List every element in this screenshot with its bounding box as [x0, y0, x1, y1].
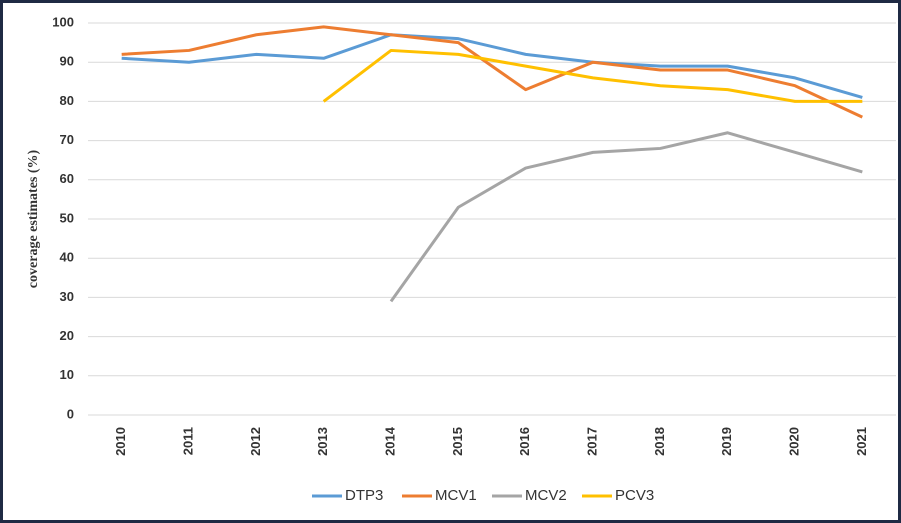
line-series — [121, 25, 863, 119]
y-tick-label: 10 — [60, 367, 74, 382]
y-tick-label: 40 — [60, 250, 74, 265]
legend-label: DTP3 — [345, 487, 383, 504]
line-series — [121, 33, 863, 99]
x-tick-label: 2014 — [382, 426, 397, 456]
legend-label: MCV1 — [435, 487, 477, 504]
x-tick-label: 2012 — [248, 427, 263, 456]
y-tick-label: 100 — [52, 14, 74, 29]
y-tick-label: 0 — [67, 406, 74, 421]
x-tick-label: 2018 — [652, 427, 667, 456]
x-tick-label: 2021 — [854, 427, 869, 456]
y-tick-label: 70 — [60, 132, 74, 147]
x-tick-label: 2020 — [786, 427, 801, 456]
y-tick-label: 90 — [60, 54, 74, 69]
y-axis-label: coverage estimates (%) — [26, 149, 41, 288]
y-tick-label: 50 — [60, 210, 74, 225]
legend-label: MCV2 — [525, 487, 567, 504]
x-tick-label: 2017 — [584, 427, 599, 456]
y-tick-label: 60 — [60, 171, 74, 186]
y-tick-label: 20 — [60, 328, 74, 343]
line-series — [389, 131, 863, 303]
x-tick-label: 2011 — [180, 427, 195, 455]
x-tick-label: 2013 — [315, 427, 330, 456]
legend-label: PCV3 — [615, 487, 654, 504]
y-tick-label: 30 — [60, 289, 74, 304]
x-tick-label: 2015 — [450, 427, 465, 456]
line-series — [322, 48, 863, 103]
x-tick-label: 2010 — [113, 427, 128, 456]
x-tick-label: 2016 — [517, 427, 532, 456]
y-tick-label: 80 — [60, 93, 74, 108]
x-tick-label: 2019 — [719, 427, 734, 456]
